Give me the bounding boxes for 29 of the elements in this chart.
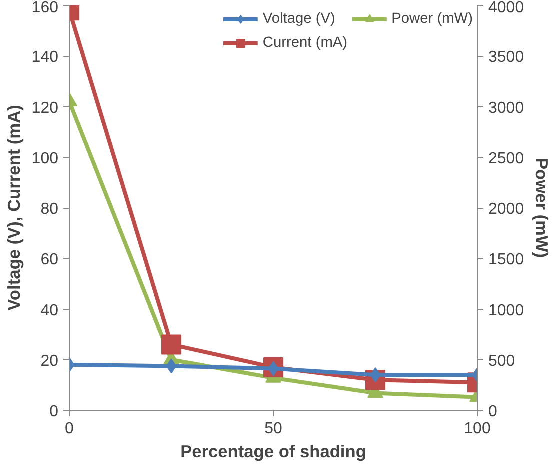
y2-tick-label: 2000: [488, 201, 524, 218]
y-tick-label: 60: [40, 252, 59, 269]
point: [166, 358, 177, 374]
y2-tick-label: 500: [488, 352, 516, 370]
point: [162, 334, 182, 355]
y-tick-label: 0: [50, 404, 59, 420]
x-tick-label: 0: [65, 420, 74, 438]
x-axis-title: Percentage of shading: [180, 442, 366, 462]
y-tick-label: 20: [40, 352, 59, 370]
legend-label: Power (mW): [392, 11, 473, 27]
y-tick-label: 140: [32, 49, 59, 66]
y-tick-label: 80: [40, 201, 59, 218]
y2-tick-label: 3500: [488, 49, 524, 66]
legend-label: Voltage (V): [262, 11, 336, 27]
y2-tick-label: 3000: [488, 100, 524, 117]
y2-tick-label: 4000: [488, 0, 524, 16]
y2-tick-label: 2500: [488, 150, 524, 168]
y-tick-label: 100: [32, 150, 59, 168]
y-axis-title: Voltage (V), Current (mA): [4, 105, 24, 311]
x-tick-label: 50: [264, 420, 282, 438]
y2-tick-label: 1000: [488, 302, 524, 320]
legend-label: Current (mA): [262, 35, 348, 51]
y-tick-label: 120: [32, 100, 59, 117]
y2-tick-label: 1500: [488, 252, 524, 269]
y2-tick-label: 0: [488, 404, 498, 420]
y2-axis-title: Power (mW): [532, 158, 552, 258]
y-tick-label: 40: [40, 302, 59, 320]
y-tick-label: 160: [32, 0, 59, 16]
x-tick-label: 100: [464, 420, 491, 438]
